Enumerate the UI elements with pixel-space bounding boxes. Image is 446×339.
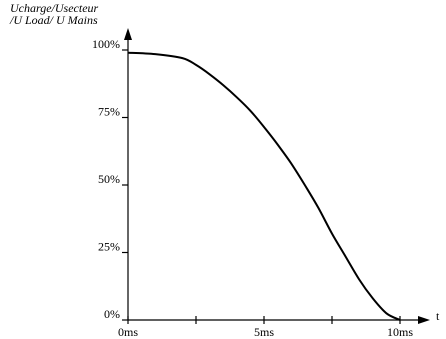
y-ticks: 0% 25% 50% 75% 100% (92, 37, 128, 321)
axes (124, 28, 430, 324)
x-axis-arrow (418, 316, 430, 324)
y-tick-label: 75% (98, 105, 120, 119)
x-ticks: 0ms 5ms 10ms (118, 316, 413, 339)
y-axis-label-line2: /U Load/ U Mains (9, 13, 98, 27)
x-axis-label: t (436, 309, 440, 323)
y-tick-label: 25% (98, 240, 120, 254)
y-tick-label: 50% (98, 172, 120, 186)
x-tick-label: 5ms (254, 325, 274, 339)
y-tick-label: 0% (104, 307, 120, 321)
series-line (127, 51, 401, 321)
y-tick-label: 100% (92, 37, 120, 51)
y-axis-arrow (124, 28, 132, 40)
x-tick-label: 0ms (118, 325, 138, 339)
x-tick-label: 10ms (387, 325, 413, 339)
y-axis-label-line1: Ucharge/Usecteur (10, 1, 99, 15)
